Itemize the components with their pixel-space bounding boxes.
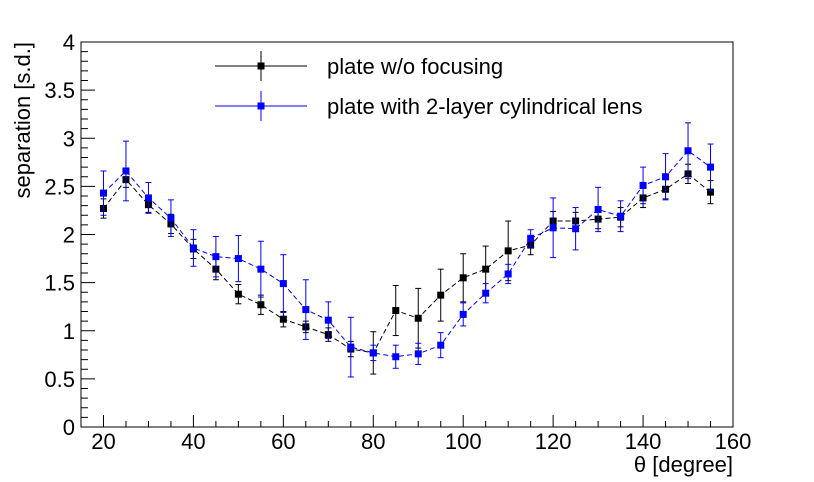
data-point [392,353,400,361]
data-point [527,234,535,242]
data-point [437,291,445,299]
data-point [684,147,692,155]
data-point [707,163,715,171]
x-tick-label: 120 [535,429,572,454]
y-tick-label: 0.5 [44,367,75,392]
data-point [302,306,310,314]
data-point [459,274,467,282]
x-tick-label: 40 [181,429,205,454]
data-point [482,265,490,273]
y-tick-label: 1 [63,319,75,344]
data-point [257,265,265,273]
legend: plate w/o focusing plate with 2-layer cy… [215,51,642,121]
data-point [234,255,242,263]
x-tick-label: 160 [715,429,752,454]
y-axis: 0 0.5 1 1.5 2 2.5 3 3.5 4 [44,30,95,440]
data-point [459,310,467,318]
series-layer [99,122,715,378]
x-axis-label: θ [degree] [634,452,733,477]
series-line [103,150,711,358]
series-1 [99,163,715,375]
data-point [324,316,332,324]
data-point [167,214,175,222]
x-axis: 20 40 60 80 100 120 140 160 [80,415,752,454]
data-point [99,189,107,197]
data-point [504,270,512,278]
data-point [549,224,557,232]
data-point [279,280,287,288]
data-point [369,349,377,357]
legend-marker-series-2 [257,102,265,110]
x-tick-label: 80 [361,429,385,454]
y-tick-label: 4 [63,30,75,55]
data-point [122,167,130,175]
data-point [639,181,647,189]
data-point [144,194,152,202]
series-2 [99,122,715,378]
data-point [617,212,625,220]
legend-label-series-2: plate with 2-layer cylindrical lens [327,94,642,119]
data-point [572,225,580,233]
series-line [103,173,711,354]
data-point [707,188,715,196]
data-point [392,307,400,315]
x-tick-label: 100 [445,429,482,454]
data-point [189,244,197,252]
y-tick-label: 0 [63,415,75,440]
y-tick-label: 3 [63,126,75,151]
y-tick-label: 3.5 [44,78,75,103]
legend-label-series-1: plate w/o focusing [327,54,503,79]
legend-marker-series-1 [257,62,265,70]
x-tick-label: 60 [271,429,295,454]
x-tick-label: 20 [91,429,115,454]
x-tick-label: 140 [625,429,662,454]
data-point [482,289,490,297]
y-tick-label: 2 [63,223,75,248]
data-point [347,343,355,351]
data-point [414,314,422,322]
y-tick-label: 2.5 [44,174,75,199]
data-point [594,205,602,213]
data-point [437,341,445,349]
y-tick-label: 1.5 [44,271,75,296]
data-point [414,350,422,358]
data-point [504,247,512,255]
y-axis-label: separation [s.d.] [10,42,35,199]
data-point [279,315,287,323]
data-point [212,253,220,261]
data-point [257,301,265,309]
data-point [234,290,242,298]
data-point [662,173,670,181]
